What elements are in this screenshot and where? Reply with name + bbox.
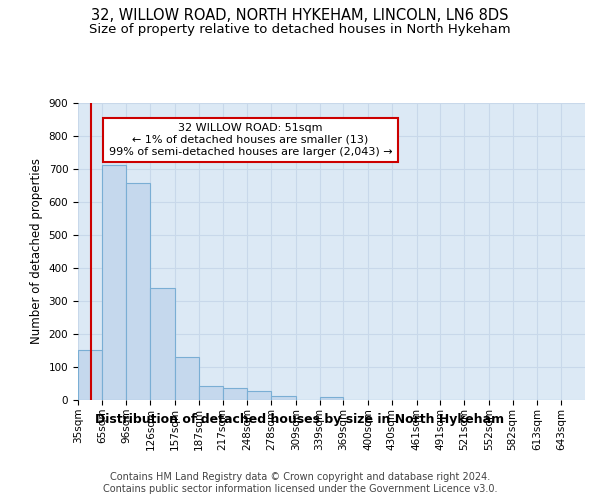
Bar — [78, 350, 102, 400]
Bar — [247, 390, 271, 400]
Bar — [199, 386, 223, 400]
Bar — [175, 357, 199, 400]
Text: Contains HM Land Registry data © Crown copyright and database right 2024.: Contains HM Land Registry data © Crown c… — [110, 472, 490, 482]
Bar — [271, 396, 296, 400]
Text: Distribution of detached houses by size in North Hykeham: Distribution of detached houses by size … — [95, 412, 505, 426]
Y-axis label: Number of detached properties: Number of detached properties — [30, 158, 43, 344]
Bar — [151, 288, 175, 400]
Text: 32 WILLOW ROAD: 51sqm
← 1% of detached houses are smaller (13)
99% of semi-detac: 32 WILLOW ROAD: 51sqm ← 1% of detached h… — [109, 124, 392, 156]
Text: Size of property relative to detached houses in North Hykeham: Size of property relative to detached ho… — [89, 22, 511, 36]
Bar — [223, 388, 247, 400]
Text: 32, WILLOW ROAD, NORTH HYKEHAM, LINCOLN, LN6 8DS: 32, WILLOW ROAD, NORTH HYKEHAM, LINCOLN,… — [91, 8, 509, 22]
Bar — [127, 184, 151, 400]
Bar — [320, 396, 343, 400]
Text: Contains public sector information licensed under the Government Licence v3.0.: Contains public sector information licen… — [103, 484, 497, 494]
Bar — [102, 166, 127, 400]
